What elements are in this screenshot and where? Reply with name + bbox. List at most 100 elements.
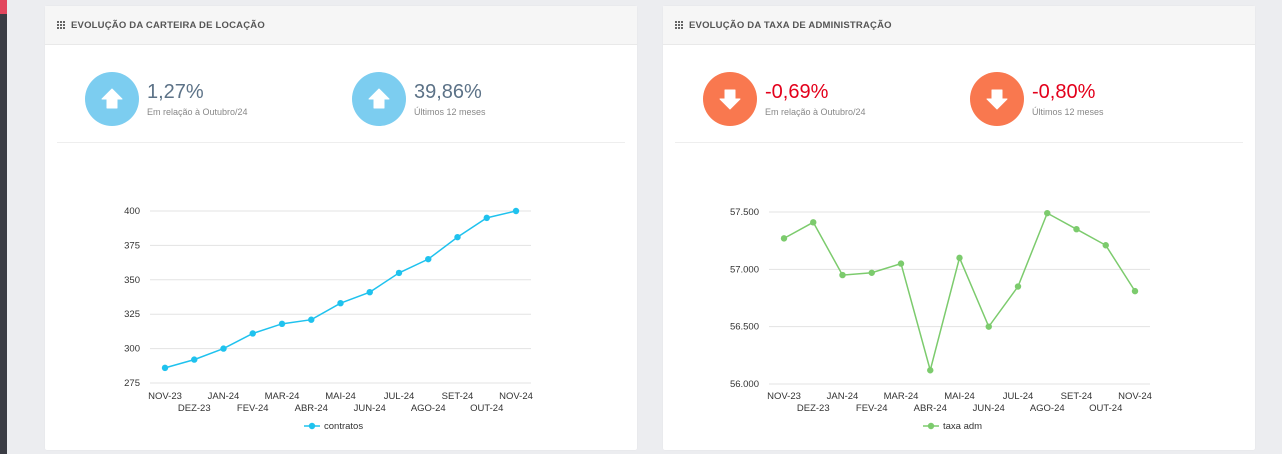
panel-title: EVOLUÇÃO DA CARTEIRA DE LOCAÇÃO — [71, 19, 265, 31]
kpi-monthly: 1,27% Em relação à Outubro/24 — [85, 72, 248, 126]
line-chart-contratos: 275 300 325 350 375 400 NOV-23DEZ-23JAN-24FEV-… — [124, 206, 533, 432]
panel-header: EVOLUÇÃO DA CARTEIRA DE LOCAÇÃO — [45, 6, 637, 45]
data-point — [249, 330, 256, 337]
x-tick-label: JAN-24 — [208, 391, 240, 402]
panel-taxa-administracao: EVOLUÇÃO DA TAXA DE ADMINISTRAÇÃO -0,69%… — [663, 6, 1255, 450]
y-tick-label: 57.000 — [730, 264, 759, 275]
data-point — [278, 320, 286, 328]
x-tick-label: ABR-24 — [295, 403, 328, 414]
x-tick-label: SET-24 — [442, 391, 474, 402]
data-point — [1102, 242, 1109, 249]
x-tick-label: MAI-24 — [944, 391, 975, 402]
x-tick-label: FEV-24 — [856, 403, 888, 414]
y-tick-label: 400 — [124, 206, 140, 217]
data-point — [395, 269, 403, 277]
x-tick-label: OUT-24 — [1089, 403, 1122, 414]
arrow-down-icon — [970, 72, 1024, 126]
divider — [57, 142, 625, 143]
kpi-value: -0,69% — [765, 81, 829, 103]
x-tick-label: FEV-24 — [237, 403, 269, 414]
legend-swatch-point — [927, 422, 935, 430]
data-point — [1073, 226, 1080, 233]
y-tick-label: 350 — [124, 275, 140, 286]
data-point — [366, 288, 373, 296]
legend-label: contratos — [324, 421, 363, 432]
kpi-caption: Últimos 12 meses — [1032, 107, 1104, 117]
series-line — [164, 210, 517, 369]
data-point — [191, 356, 198, 363]
y-tick-label: 325 — [124, 309, 140, 320]
x-tick-label: AGO-24 — [1030, 403, 1065, 414]
sidebar-accent — [0, 0, 7, 14]
legend-label: taxa adm — [943, 421, 982, 432]
arrow-up-icon — [352, 72, 406, 126]
data-point — [483, 214, 490, 222]
y-tick-label: 56.000 — [730, 379, 759, 390]
data-point — [1044, 209, 1051, 217]
x-tick-label: OUT-24 — [470, 403, 503, 414]
x-tick-label: AGO-24 — [411, 403, 446, 414]
data-point — [897, 260, 905, 267]
x-tick-label: MAR-24 — [884, 391, 919, 402]
x-tick-label: JAN-24 — [827, 391, 859, 402]
bar-chart-icon — [57, 21, 65, 29]
x-tick-label: JUN-24 — [354, 403, 386, 414]
x-tick-label: SET-24 — [1061, 391, 1093, 402]
x-tick-label: DEZ-23 — [178, 403, 211, 414]
data-point — [512, 207, 520, 215]
data-point — [161, 364, 169, 372]
panel-carteira-locacao: EVOLUÇÃO DA CARTEIRA DE LOCAÇÃO 1,27% Em… — [45, 6, 637, 450]
kpi-monthly: -0,69% Em relação à Outubro/24 — [703, 72, 866, 126]
kpi-row: -0,69% Em relação à Outubro/24 -0,80% Úl… — [663, 72, 1255, 128]
data-point — [810, 219, 817, 226]
arrow-up-icon — [85, 72, 139, 126]
line-chart-taxa-adm: 56.000 56.500 57.000 57.500 NOV-23DEZ-23JAN-… — [730, 207, 1152, 432]
x-tick-label: MAI-24 — [325, 391, 356, 402]
data-point — [868, 269, 875, 276]
y-tick-label: 275 — [124, 378, 140, 389]
kpi-value: -0,80% — [1032, 81, 1096, 103]
kpi-yearly: 39,86% Últimos 12 meses — [352, 72, 486, 126]
left-sidebar-strip — [0, 0, 7, 454]
legend-swatch-point — [308, 422, 316, 430]
data-point — [454, 233, 461, 241]
kpi-caption: Em relação à Outubro/24 — [147, 107, 248, 117]
data-point — [985, 323, 992, 330]
x-tick-label: NOV-24 — [1118, 391, 1152, 402]
series-line — [783, 212, 1136, 374]
kpi-caption: Últimos 12 meses — [414, 107, 486, 117]
data-point — [780, 235, 788, 242]
kpi-row: 1,27% Em relação à Outubro/24 39,86% Últ… — [45, 72, 637, 128]
data-point — [337, 299, 344, 307]
y-tick-label: 375 — [124, 240, 140, 251]
y-tick-label: 56.500 — [730, 322, 759, 333]
data-point — [220, 345, 227, 352]
arrow-down-icon — [703, 72, 757, 126]
data-point — [1014, 283, 1022, 290]
x-tick-label: JUN-24 — [973, 403, 1005, 414]
bar-chart-icon — [675, 21, 683, 29]
x-tick-label: NOV-23 — [767, 391, 801, 402]
x-tick-label: JUL-24 — [384, 391, 415, 402]
divider — [675, 142, 1243, 143]
y-tick-label: 300 — [124, 344, 140, 355]
x-tick-label: MAR-24 — [265, 391, 300, 402]
data-point — [1131, 287, 1139, 295]
data-point — [308, 316, 315, 323]
y-tick-label: 57.500 — [730, 207, 759, 218]
data-point — [839, 271, 846, 279]
x-tick-label: ABR-24 — [914, 403, 947, 414]
panel-title: EVOLUÇÃO DA TAXA DE ADMINISTRAÇÃO — [689, 19, 892, 31]
data-point — [956, 254, 963, 262]
kpi-yearly: -0,80% Últimos 12 meses — [970, 72, 1104, 126]
data-point — [927, 367, 934, 374]
kpi-value: 1,27% — [147, 81, 204, 103]
kpi-value: 39,86% — [414, 81, 482, 103]
x-tick-label: NOV-23 — [148, 391, 182, 402]
x-tick-label: DEZ-23 — [797, 403, 830, 414]
data-point — [425, 255, 432, 263]
x-tick-label: JUL-24 — [1003, 391, 1034, 402]
kpi-caption: Em relação à Outubro/24 — [765, 107, 866, 117]
panel-header: EVOLUÇÃO DA TAXA DE ADMINISTRAÇÃO — [663, 6, 1255, 45]
x-tick-label: NOV-24 — [499, 391, 533, 402]
